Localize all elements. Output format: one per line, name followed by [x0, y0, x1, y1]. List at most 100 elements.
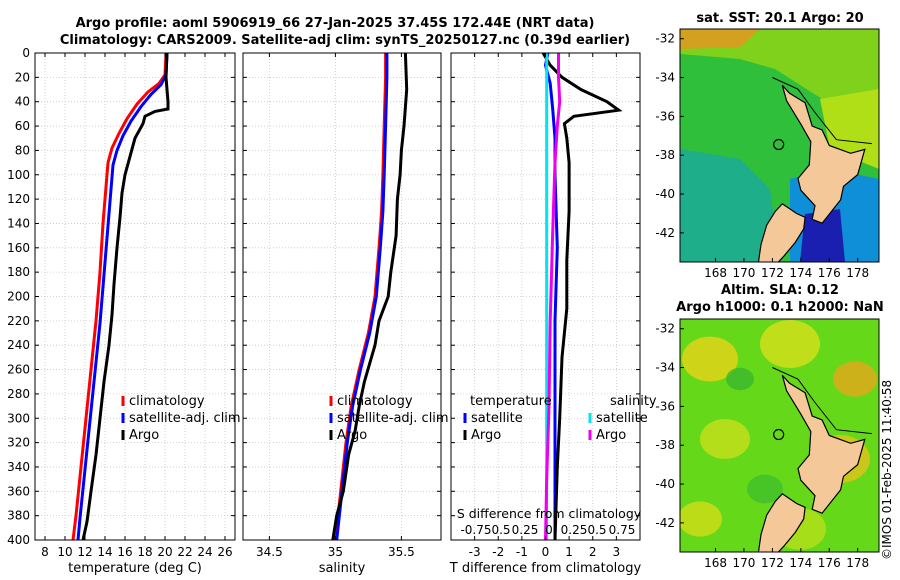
y-tick-label: 360	[7, 484, 30, 498]
landmass-north-island	[781, 84, 866, 224]
x-tick-label: 35.5	[388, 545, 415, 559]
legend-entry: climatology	[129, 394, 205, 409]
x-tick-label: 178	[846, 556, 869, 570]
legend-entry: satellite	[471, 411, 523, 426]
x-tick-label: 8	[41, 545, 49, 559]
x-tick-label: 22	[177, 545, 192, 559]
landmass-north-island	[781, 374, 866, 514]
x-tick-label: 2	[589, 545, 597, 559]
x-tick-label: 3	[613, 545, 621, 559]
y-tick-label: 120	[7, 192, 30, 206]
sst-cold-south	[800, 209, 845, 262]
legend-entry: climatology	[337, 394, 413, 409]
legend-entry: Argo	[596, 428, 626, 443]
sla-anomaly	[760, 320, 820, 368]
y-tick-label: 320	[7, 436, 30, 450]
sla-anomaly	[682, 336, 738, 382]
y-tick-label: -36	[655, 399, 675, 413]
x-tick-label: 178	[846, 266, 869, 280]
sst-warm-northwest	[680, 29, 760, 49]
y-tick-label: 340	[7, 460, 30, 474]
x-tick-label: 170	[733, 266, 756, 280]
salinity-panel: 34.5 35 35.5 salinity climatology satellite-a…	[242, 52, 449, 576]
y-tick-label: -32	[655, 322, 675, 336]
y-tick-label: 60	[15, 119, 30, 133]
legend-temperature-heading: temperature	[470, 394, 552, 409]
y-tick-label: -38	[655, 438, 675, 452]
legend-entry: Argo	[337, 428, 367, 443]
y-tick-label: 160	[7, 241, 30, 255]
x-tick-label: 174	[789, 556, 812, 570]
x-tick-label: 18	[137, 545, 152, 559]
x-tick-label: 176	[818, 556, 841, 570]
x-tick-label: 172	[761, 556, 784, 570]
depth-contour	[772, 367, 872, 435]
legend-salinity-heading: salinity	[610, 394, 657, 409]
profile-location-marker	[773, 138, 785, 151]
sst-cool-west	[680, 149, 780, 262]
y-tick-label: 400	[7, 533, 30, 547]
x-tick-label: -1	[516, 545, 528, 559]
x-tick-label: 12	[77, 545, 92, 559]
y-tick-label: -32	[655, 32, 675, 46]
x-tick-label: -3	[469, 545, 481, 559]
difference-panel: -3 -2 -1 0 1 2 3T difference from climatologyt…	[449, 52, 657, 576]
s-tick-label: 0.75	[609, 523, 636, 537]
series-line-argo	[331, 52, 409, 541]
sla-anomaly	[747, 474, 783, 504]
depth-contour	[772, 77, 872, 145]
series-line-s-argo	[544, 53, 562, 541]
y-tick-label: 260	[7, 363, 30, 377]
sla-map-title-line2: Argo h1000: 0.1 h2000: NaN	[676, 300, 884, 315]
s-tick-label: 0.25	[512, 523, 539, 537]
map-frame	[679, 318, 880, 553]
s-tick-label: 0	[545, 523, 553, 537]
s-tick-label: 0.5	[491, 523, 510, 537]
sst-map: 168 170 172 174 176 178 -32 -34 -36 -38 -40 -42	[655, 28, 880, 280]
y-tick-label: 140	[7, 216, 30, 230]
x-tick-label: 176	[818, 266, 841, 280]
series-line-argo	[81, 52, 170, 541]
y-tick-label: 100	[7, 168, 30, 182]
y-tick-label: 300	[7, 411, 30, 425]
s-tick-label: -0.75	[460, 523, 491, 537]
y-tick-label: 200	[7, 290, 30, 304]
x-axis-label: salinity	[319, 561, 366, 576]
salinity-axis-label: S difference from climatology	[457, 506, 642, 521]
y-tick-label: 20	[15, 70, 30, 84]
x-axis-label: temperature (deg C)	[68, 561, 202, 576]
sla-map: 168 170 172 174 176 178 -32 -34 -36 -38 -40 -42	[655, 318, 880, 570]
sst-map-title: sat. SST: 20.1 Argo: 20	[696, 11, 864, 26]
y-tick-label: 380	[7, 509, 30, 523]
sla-anomaly	[833, 361, 877, 397]
y-tick-label: -42	[655, 516, 675, 530]
x-tick-label: 170	[733, 556, 756, 570]
legend-entry: satellite	[596, 411, 648, 426]
x-tick-label: 34.5	[256, 545, 283, 559]
landmass-south-island	[757, 203, 806, 262]
x-tick-label: 24	[197, 545, 212, 559]
x-tick-label: 10	[57, 545, 72, 559]
y-tick-label: -38	[655, 148, 675, 162]
y-tick-label: -34	[655, 361, 675, 375]
sla-anomaly	[726, 367, 754, 391]
legend-entry: satellite-adj. clim	[337, 411, 449, 426]
y-tick-label: 80	[15, 143, 30, 157]
sla-map-title-line1: Altim. SLA: 0.12	[721, 283, 839, 298]
sla-anomaly	[680, 501, 722, 537]
series-line-satellite-adj-clim	[76, 52, 169, 541]
x-tick-label: 26	[217, 545, 232, 559]
temperature-panel: 8 10 12 14 16 18 20 22 24 26020406080100120140160…	[7, 46, 241, 576]
series-line-t-argo	[541, 52, 623, 541]
legend-entry: satellite-adj. clim	[129, 411, 241, 426]
y-tick-label: 220	[7, 314, 30, 328]
series-line-satellite-adj-clim	[335, 53, 389, 541]
y-tick-label: -34	[655, 71, 675, 85]
x-axis-label: T difference from climatology	[449, 561, 642, 576]
landmass-south-island	[757, 493, 806, 552]
x-tick-label: 35	[328, 545, 343, 559]
series-line-climatology	[71, 52, 168, 541]
figure-title-line2: Climatology: CARS2009. Satellite-adj cli…	[59, 33, 631, 48]
x-tick-label: 0	[542, 545, 550, 559]
map-frame	[679, 28, 880, 263]
